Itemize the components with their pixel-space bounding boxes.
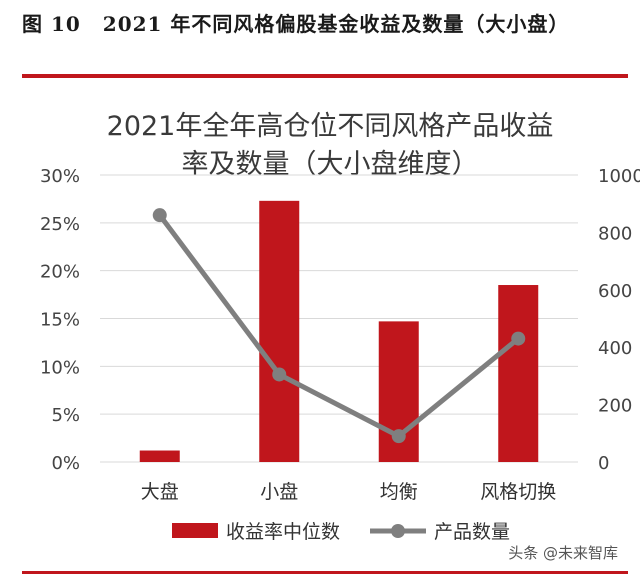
y-left-tick-label: 10% xyxy=(40,357,80,378)
y-left-tick-label: 5% xyxy=(51,405,80,426)
y-left-tick-label: 15% xyxy=(40,310,80,331)
y-right-tick-label: 400 xyxy=(598,338,632,359)
figure-caption: 图 10 2021 年不同风格偏股基金收益及数量（大小盘） xyxy=(22,8,569,37)
legend-swatch-bar xyxy=(172,523,218,538)
y-right-tick-label: 800 xyxy=(598,223,632,244)
y-right-tick-label: 1000 xyxy=(598,166,640,187)
watermark: 头条 @未来智库 xyxy=(504,540,622,565)
bottom-rule xyxy=(22,571,628,574)
chart-title-line-1: 2021年全年高仓位不同风格产品收益 xyxy=(106,111,554,142)
series-line xyxy=(157,213,520,439)
bar-1 xyxy=(259,200,300,462)
x-tick-label: 风格切换 xyxy=(480,481,556,503)
line-point-3 xyxy=(511,331,526,346)
y-right-tick-label: 200 xyxy=(598,396,632,417)
top-rule xyxy=(22,74,628,78)
bar-3 xyxy=(498,285,539,462)
legend-marker-line xyxy=(391,524,405,538)
figure-title: 2021 年不同风格偏股基金收益及数量（大小盘） xyxy=(102,12,570,36)
y-left-tick-label: 20% xyxy=(40,262,80,283)
y-left-tick-label: 30% xyxy=(40,166,80,187)
line-point-1 xyxy=(272,367,287,382)
y-right-tick-label: 0 xyxy=(598,453,609,474)
x-tick-label: 小盘 xyxy=(260,481,298,503)
y-right-tick-label: 600 xyxy=(598,281,632,302)
x-tick-label: 均衡 xyxy=(380,481,418,503)
y-left-tick-label: 25% xyxy=(40,214,80,235)
x-tick-label: 大盘 xyxy=(141,481,179,503)
legend-label-bar: 收益率中位数 xyxy=(226,521,340,543)
y-left-tick-label: 0% xyxy=(51,453,80,474)
line-point-0 xyxy=(152,208,167,223)
bar-0 xyxy=(139,450,180,462)
figure-number: 图 10 xyxy=(22,12,81,36)
legend-label-line: 产品数量 xyxy=(434,521,510,543)
line-point-2 xyxy=(391,429,406,444)
